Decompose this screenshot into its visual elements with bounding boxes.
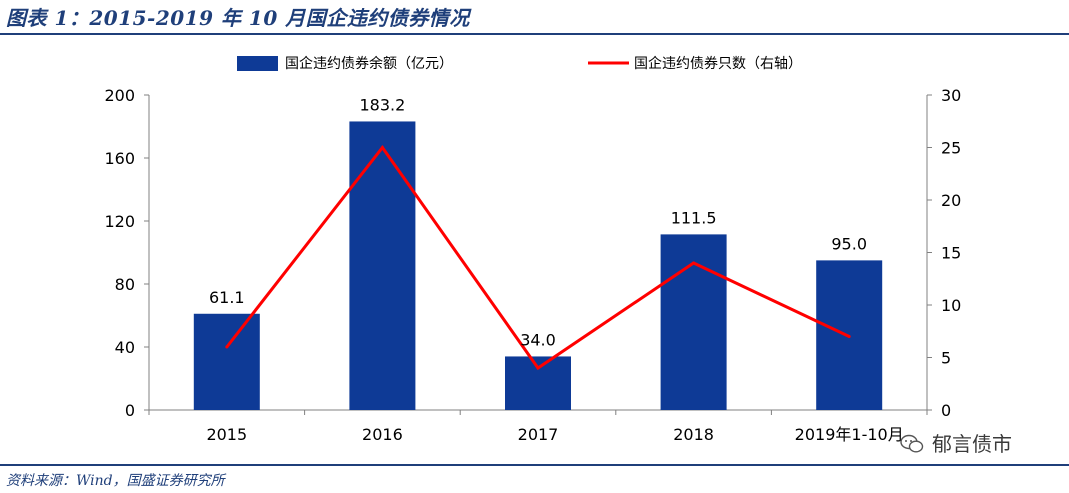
left-tick-label: 120 [104, 212, 135, 231]
bar-value-label: 61.1 [209, 288, 245, 307]
x-tick-label: 2016 [362, 425, 403, 444]
legend-line-label: 国企违约债券只数（右轴） [634, 55, 802, 72]
legend-bar-swatch [237, 56, 278, 71]
right-tick-label: 30 [941, 86, 961, 105]
x-tick-label: 2015 [206, 425, 247, 444]
bar-value-label: 34.0 [520, 330, 556, 349]
right-tick-label: 15 [941, 244, 961, 263]
right-tick-label: 0 [941, 401, 951, 420]
wechat-icon [900, 434, 924, 453]
left-tick-label: 40 [115, 338, 135, 357]
x-tick-label: 2017 [518, 425, 559, 444]
right-tick-label: 20 [941, 191, 961, 210]
right-tick-label: 5 [941, 349, 951, 368]
bar-value-label: 111.5 [671, 208, 717, 227]
legend-bar-label: 国企违约债券余额（亿元） [285, 55, 453, 72]
bar [505, 356, 571, 410]
axes-group: 0 40 80 120 160 200 0 5 10 15 20 25 30 2015 2016 2017 20… [104, 86, 961, 444]
line-group [225, 144, 851, 371]
left-tick-label: 160 [104, 149, 135, 168]
title-rule [0, 33, 1069, 35]
right-tick-label: 10 [941, 296, 961, 315]
x-tick-label: 2018 [673, 425, 714, 444]
count-line-point [692, 261, 696, 265]
left-tick-label: 80 [115, 275, 135, 294]
x-tick-label: 2019年1-10月 [795, 425, 904, 444]
watermark: 郁言债市 [900, 428, 1012, 457]
left-tick-label: 200 [104, 86, 135, 105]
count-line-point [225, 345, 229, 349]
source-note: 资料来源：Wind，国盛证券研究所 [6, 473, 225, 489]
watermark-text: 郁言债市 [932, 432, 1012, 456]
bar-value-label: 95.0 [831, 234, 867, 253]
legend: 国企违约债券余额（亿元） 国企违约债券只数（右轴） [237, 55, 802, 72]
count-line-point [536, 366, 540, 370]
count-line-point [380, 146, 384, 149]
right-tick-label: 25 [941, 139, 961, 158]
footer-rule [0, 464, 1069, 466]
chart-title: 图表 1：2015-2019 年 10 月国企违约债券情况 [6, 6, 470, 30]
bar-value-label: 183.2 [359, 95, 405, 114]
bar [193, 313, 260, 410]
bar [660, 234, 727, 410]
left-tick-label: 0 [125, 401, 135, 420]
labels-group: 61.1 183.2 34.0 111.5 95.0 [209, 95, 867, 349]
bar [349, 121, 416, 411]
count-line-point [847, 335, 851, 338]
